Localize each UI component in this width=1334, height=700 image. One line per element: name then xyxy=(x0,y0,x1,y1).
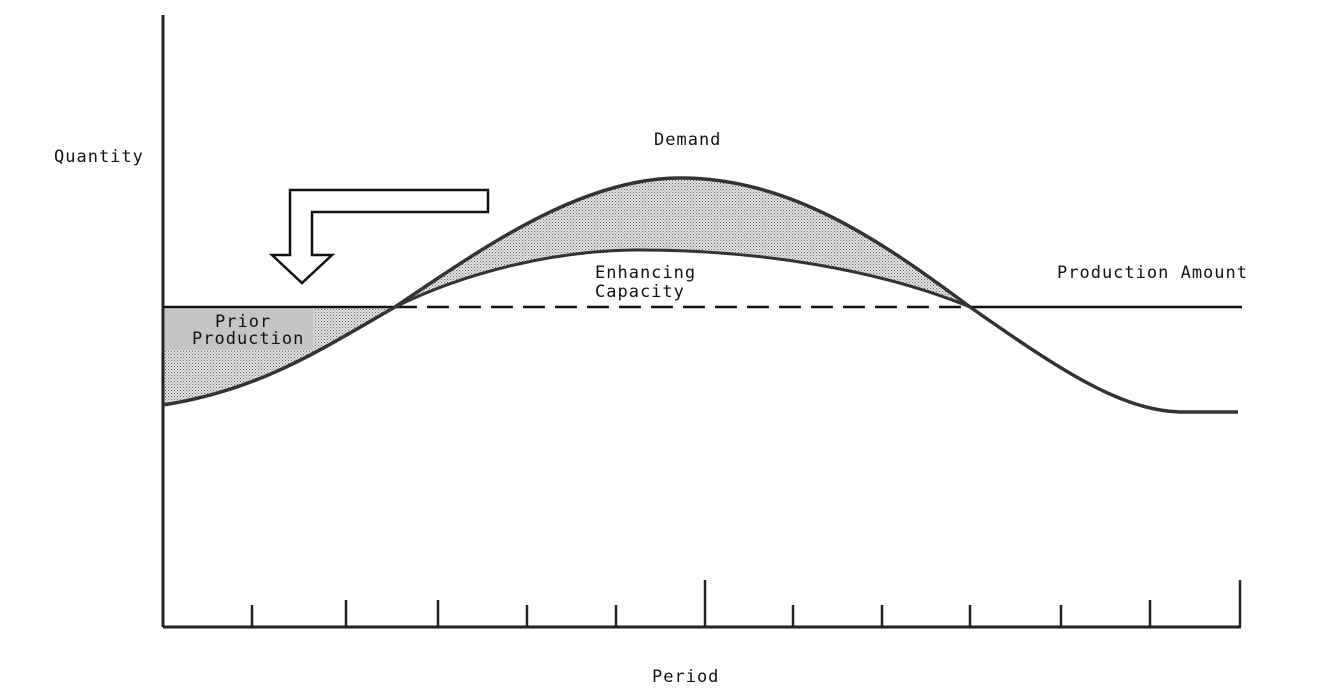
y-axis-label: Quantity xyxy=(54,147,144,167)
prior-production-box xyxy=(165,309,313,350)
enhancing-capacity-line: Capacity xyxy=(595,282,685,302)
prior-production-label: Prior Production xyxy=(192,312,304,349)
enhancing-capacity-line: Enhancing xyxy=(595,263,696,283)
excess-region xyxy=(395,178,970,307)
prior-production-line: Prior xyxy=(215,312,271,332)
prior-production-line: Production xyxy=(192,329,304,349)
enhancing-capacity-label: Enhancing Capacity xyxy=(595,263,707,302)
arrow xyxy=(268,188,490,285)
enhancing-capacity-curve xyxy=(394,248,971,309)
demand-curve xyxy=(162,176,1238,414)
x-ticks xyxy=(250,580,1242,627)
x-axis-label: Period xyxy=(652,667,719,687)
production-amount-label: Production Amount xyxy=(1057,263,1248,283)
demand-label: Demand xyxy=(654,130,721,150)
